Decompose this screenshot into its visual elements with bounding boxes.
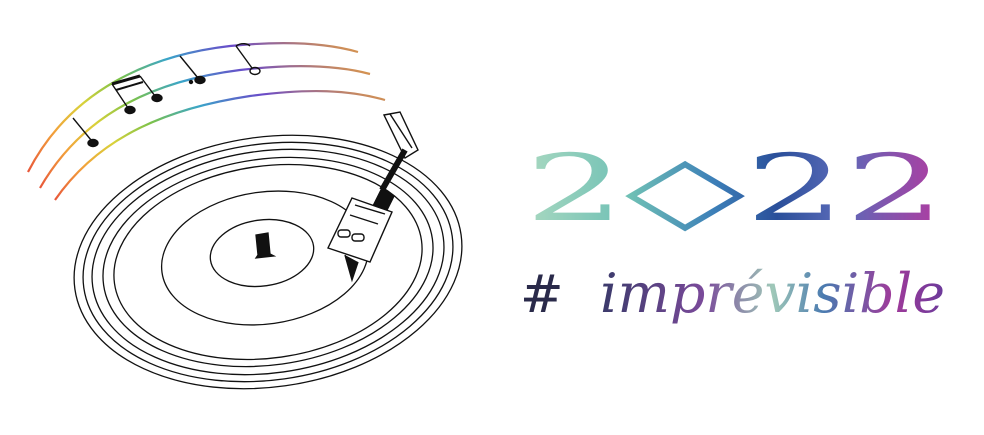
- beamed-notes-icon: [111, 74, 163, 115]
- staff-line: [54, 89, 386, 201]
- hashtag-word: imprévisible: [600, 262, 945, 325]
- music-staff: [27, 42, 386, 201]
- staff-line: [39, 64, 371, 189]
- hashtag-symbol: #: [520, 265, 564, 325]
- tonearm: [327, 111, 419, 283]
- record-outer-edge: [73, 134, 463, 390]
- record-groove-inner: [160, 190, 370, 326]
- quarter-note-icon: [179, 55, 206, 85]
- eighth-note-icon: [72, 117, 99, 148]
- staff-line: [27, 42, 359, 173]
- half-note-icon: [235, 43, 261, 76]
- year-title: 2◇22: [525, 135, 945, 242]
- record-label: [209, 218, 315, 288]
- vinyl-record: [73, 134, 463, 390]
- music-notes: [72, 43, 261, 148]
- tonearm-headshell: [327, 197, 393, 263]
- record-spindle-icon: [254, 232, 277, 259]
